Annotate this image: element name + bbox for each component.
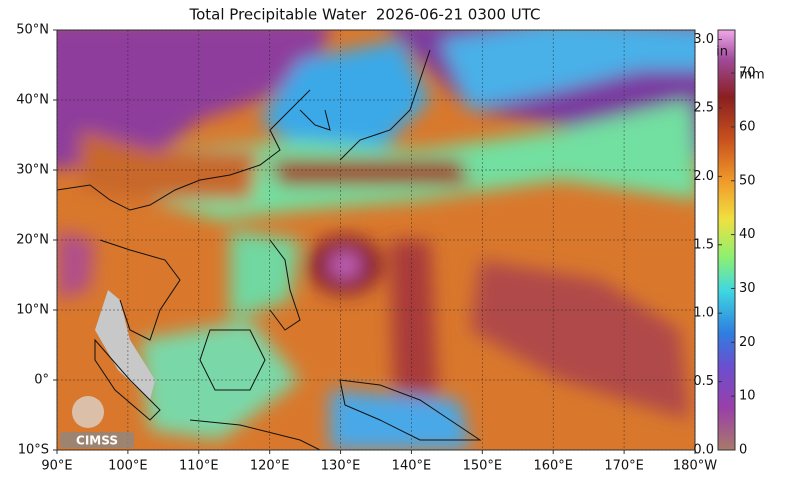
logo: CIMSS: [60, 396, 134, 448]
x-tick-label: 130°E: [321, 459, 361, 474]
graticule: [56, 29, 696, 451]
x-tick-label: 160°E: [533, 459, 573, 474]
colorbar-in-label: 1.0: [693, 306, 714, 321]
colorbar-mm-label: 10: [739, 389, 756, 404]
colorbar-in-label: 2.5: [693, 100, 714, 115]
colorbar-mm-label: 50: [739, 173, 756, 188]
x-tick-label: 180°W: [673, 459, 717, 474]
colorbar-in-label: 2.0: [693, 169, 714, 184]
colorbar-mm-label: 0: [739, 443, 747, 458]
colorbar-mm-label: 60: [739, 119, 756, 134]
x-tick-label: 100°E: [108, 459, 148, 474]
y-tick-label: 0°: [34, 373, 49, 388]
colorbar-in-label: 3.0: [693, 32, 714, 47]
x-tick-label: 150°E: [463, 459, 503, 474]
x-tick-label: 170°E: [604, 459, 644, 474]
x-tick-label: 110°E: [179, 459, 219, 474]
x-tick-label: 120°E: [250, 459, 290, 474]
colorbar-mm-label: 30: [739, 281, 756, 296]
colorbar-unit-in: in: [716, 45, 728, 60]
y-tick-label: 50°N: [16, 23, 49, 38]
x-tick-label: 140°E: [392, 459, 432, 474]
y-tick-label: 30°N: [16, 163, 49, 178]
colorbar-in-label: 0.0: [693, 443, 714, 458]
colorbar-mm-label: 20: [739, 335, 756, 350]
colorbar-in-label: 0.5: [693, 374, 714, 389]
logo-text: CIMSS: [76, 434, 118, 448]
chart-title: Total Precipitable Water 2026-06-21 0300…: [188, 6, 540, 24]
y-tick-label: 10°S: [18, 443, 49, 458]
colorbar: [717, 29, 736, 451]
colorbar-mm-label: 40: [739, 227, 756, 242]
y-tick-label: 20°N: [16, 233, 49, 248]
y-tick-label: 10°N: [16, 303, 49, 318]
tpw-imagery: [57, 30, 695, 450]
x-tick-label: 90°E: [41, 459, 72, 474]
colorbar-in-label: 1.5: [693, 237, 714, 252]
colorbar-unit-mm: mm: [739, 68, 764, 83]
colorbar-mm-label: 70: [739, 66, 756, 81]
y-tick-label: 40°N: [16, 93, 49, 108]
